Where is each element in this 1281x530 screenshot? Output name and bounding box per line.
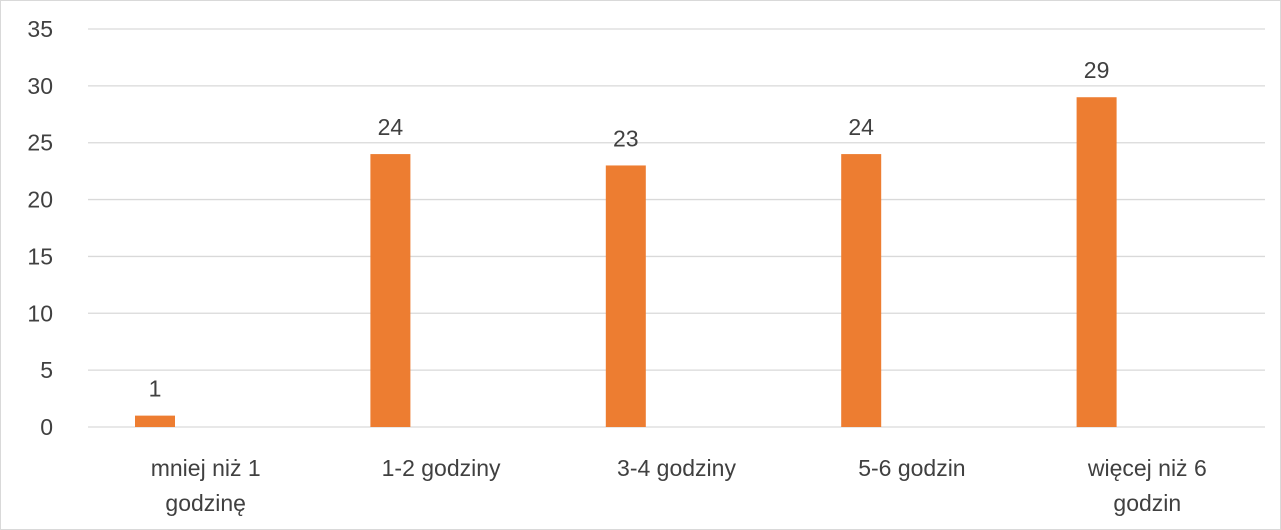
x-tick-label: 5-6 godzin [858, 455, 965, 481]
x-tick-label-line: mniej niż 1 [151, 455, 261, 481]
x-tick-label: mniej niż 1 godzinę [151, 455, 261, 516]
bar [1076, 97, 1117, 427]
x-tick-label-line: godzinę [165, 490, 246, 516]
data-label: 29 [1084, 57, 1110, 83]
x-tick-label-line: 3-4 godziny [617, 455, 736, 481]
y-tick-label: 5 [40, 357, 53, 383]
y-tick-label: 15 [27, 243, 53, 269]
x-tick-label: 1-2 godziny [382, 455, 501, 481]
y-tick-label: 10 [27, 300, 53, 326]
bar [841, 154, 882, 428]
data-label: 24 [848, 114, 874, 140]
x-tick-label: więcej niż 6 godzin [1087, 455, 1207, 516]
bar [370, 154, 411, 428]
y-tick-label: 20 [27, 187, 53, 213]
y-tick-label: 30 [27, 73, 53, 99]
y-tick-label: 35 [27, 16, 53, 42]
bar [135, 415, 175, 427]
x-tick-label: 3-4 godziny [617, 455, 736, 481]
y-tick-label: 25 [27, 130, 53, 156]
data-label: 24 [378, 114, 404, 140]
x-tick-label-line: 1-2 godziny [382, 455, 501, 481]
x-tick-label-line: więcej niż 6 [1087, 455, 1207, 481]
y-tick-label: 0 [40, 414, 53, 440]
x-tick-label-line: 5-6 godzin [858, 455, 965, 481]
x-tick-label-line: godzin [1113, 490, 1181, 516]
data-label: 23 [613, 125, 639, 151]
bar [605, 165, 646, 427]
data-label: 1 [149, 376, 162, 402]
